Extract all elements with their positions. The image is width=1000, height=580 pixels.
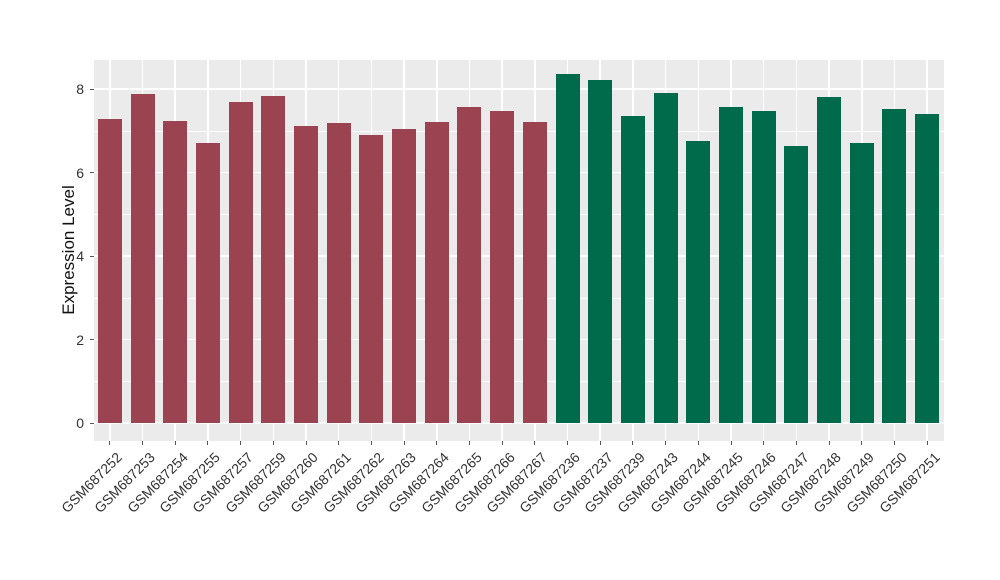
bar [686, 140, 711, 423]
x-tick-mark [697, 441, 699, 445]
bar [392, 129, 417, 423]
bar [653, 92, 678, 423]
x-tick-mark [599, 441, 601, 445]
x-tick-mark [240, 441, 242, 445]
x-tick-mark [893, 441, 895, 445]
bar [228, 102, 253, 423]
bar [915, 114, 940, 423]
minor-gridline [93, 297, 944, 299]
x-tick-mark [142, 441, 144, 445]
bar [163, 121, 188, 423]
bar [620, 115, 645, 423]
y-tick-label: 4 [76, 248, 84, 264]
y-tick-label: 8 [76, 81, 84, 97]
x-tick-mark [403, 441, 405, 445]
x-tick-mark [436, 441, 438, 445]
bar [97, 119, 122, 423]
x-tick-mark [763, 441, 765, 445]
x-tick-mark [501, 441, 503, 445]
x-tick-mark [109, 441, 111, 445]
y-tick-label: 0 [76, 415, 84, 431]
bar [490, 111, 515, 423]
bar [522, 121, 547, 423]
bar [555, 74, 580, 423]
x-tick-mark [730, 441, 732, 445]
x-tick-mark [632, 441, 634, 445]
minor-gridline [93, 381, 944, 382]
minor-gridline [93, 214, 944, 215]
bar [359, 135, 384, 423]
bar [817, 96, 842, 423]
x-tick-mark [174, 441, 176, 445]
y-tick-mark [89, 255, 94, 257]
x-tick-mark [468, 441, 470, 445]
minor-gridline [93, 130, 944, 132]
plot-panel [93, 60, 944, 441]
x-tick-mark [828, 441, 830, 445]
x-tick-mark [665, 441, 667, 445]
y-tick-mark [89, 422, 94, 424]
bar [424, 121, 449, 423]
bar [849, 143, 874, 423]
y-tick-mark [89, 339, 94, 340]
x-tick-mark [338, 441, 340, 445]
major-gridline [93, 88, 944, 90]
x-tick-mark [370, 441, 372, 445]
x-tick-mark [305, 441, 307, 445]
x-tick-mark [207, 441, 209, 445]
bar [882, 109, 907, 423]
bar [751, 110, 776, 423]
bar [130, 93, 155, 423]
x-tick-mark [567, 441, 569, 445]
x-tick-mark [926, 441, 928, 445]
x-tick-mark [861, 441, 863, 445]
bar [195, 143, 220, 423]
major-gridline [93, 171, 944, 174]
bar [457, 106, 482, 423]
bar [261, 95, 286, 423]
bar [588, 79, 613, 423]
y-tick-mark [89, 88, 94, 90]
bar [294, 125, 318, 423]
bar [719, 106, 743, 423]
x-tick-mark [534, 441, 536, 445]
x-tick-mark [272, 441, 274, 445]
major-gridline [93, 255, 944, 257]
bar [784, 146, 809, 423]
major-gridline [93, 338, 944, 341]
bar [326, 122, 351, 423]
y-tick-mark [89, 172, 94, 173]
y-tick-label: 2 [76, 331, 84, 348]
x-tick-mark [795, 441, 797, 445]
major-gridline [93, 422, 944, 424]
y-tick-label: 6 [76, 164, 84, 181]
